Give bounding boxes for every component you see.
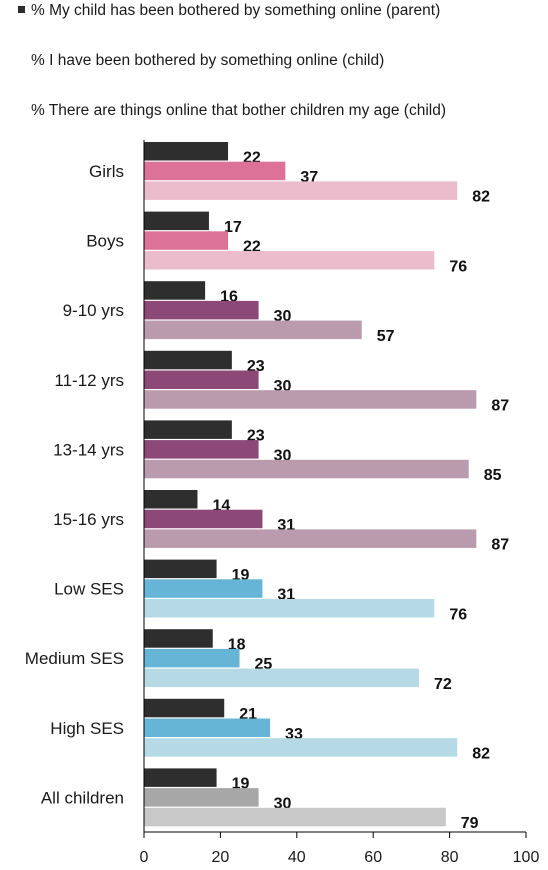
bar-13-14-yrs-series-2 [144,440,259,459]
x-tick-label-100: 100 [513,849,540,866]
data-label-9-10-yrs-series-3: 57 [377,328,395,345]
data-label-boys-series-3: 76 [449,258,467,275]
category-label-13-14-yrs: 13-14 yrs [53,440,124,459]
category-label-9-10-yrs: 9-10 yrs [63,301,124,320]
x-tick-label-0: 0 [140,849,149,866]
x-tick-label-20: 20 [212,849,230,866]
bar-boys-series-2 [144,231,229,250]
legend-item-child-peers: % There are things online that bother ch… [18,102,446,120]
bar-medium-ses-series-3 [144,668,420,688]
bar-15-16-yrs-series-3 [144,529,477,548]
bar-all-children-series-1 [144,768,217,787]
legend-marker-parent [18,6,25,13]
bar-boys-series-1 [144,211,209,231]
category-label-girls: Girls [89,162,124,181]
bar-high-ses-series-1 [144,698,225,718]
bar-15-16-yrs-series-2 [144,509,263,529]
bar-low-ses-series-3 [144,599,435,618]
data-label-medium-ses-series-3: 72 [434,676,452,693]
legend-text-child-self: % I have been bothered by something onli… [31,52,385,69]
bar-11-12-yrs-series-2 [144,370,259,389]
legend-item-parent: % My child has been bothered by somethin… [18,2,440,20]
bar-9-10-yrs-series-1 [144,281,206,300]
data-label-13-14-yrs-series-3: 85 [484,467,502,484]
data-label-all-children-series-3: 79 [461,815,479,832]
bar-girls-series-3 [144,181,458,200]
category-label-low-ses: Low SES [54,580,124,599]
bar-9-10-yrs-series-2 [144,300,259,320]
legend-item-child-self: % I have been bothered by something onli… [18,52,384,70]
data-label-11-12-yrs-series-3: 87 [491,397,509,414]
bar-15-16-yrs-series-1 [144,490,198,509]
bar-low-ses-series-1 [144,559,217,579]
category-label-medium-ses: Medium SES [25,649,124,668]
bar-high-ses-series-2 [144,718,271,737]
x-tick-label-40: 40 [288,849,306,866]
data-label-boys-series-1: 17 [224,219,242,236]
bar-13-14-yrs-series-3 [144,459,469,479]
bar-9-10-yrs-series-3 [144,320,362,340]
category-label-11-12-yrs: 11-12 yrs [54,371,124,390]
category-label-all-children: All children [41,788,124,807]
category-label-15-16-yrs: 15-16 yrs [53,510,124,529]
bar-medium-ses-series-2 [144,648,240,668]
category-label-boys: Boys [86,232,124,251]
bar-13-14-yrs-series-1 [144,420,232,439]
legend-text-child-peers: % There are things online that bother ch… [31,102,446,119]
legend-text-parent: % My child has been bothered by somethin… [31,2,441,19]
bar-boys-series-3 [144,251,435,270]
data-label-girls-series-3: 82 [472,189,490,206]
x-tick-label-80: 80 [441,849,459,866]
bar-medium-ses-series-1 [144,629,213,648]
bar-girls-series-1 [144,142,229,161]
bar-all-children-series-3 [144,807,446,827]
x-tick-label-60: 60 [364,849,382,866]
category-label-high-ses: High SES [50,719,124,738]
data-label-high-ses-series-3: 82 [472,745,490,762]
bar-girls-series-2 [144,161,286,181]
data-label-15-16-yrs-series-3: 87 [491,537,509,554]
bar-high-ses-series-3 [144,738,458,757]
data-label-low-ses-series-3: 76 [449,606,467,623]
bar-11-12-yrs-series-1 [144,350,232,370]
bar-all-children-series-2 [144,788,259,807]
bar-low-ses-series-2 [144,579,263,598]
bar-11-12-yrs-series-3 [144,390,477,409]
